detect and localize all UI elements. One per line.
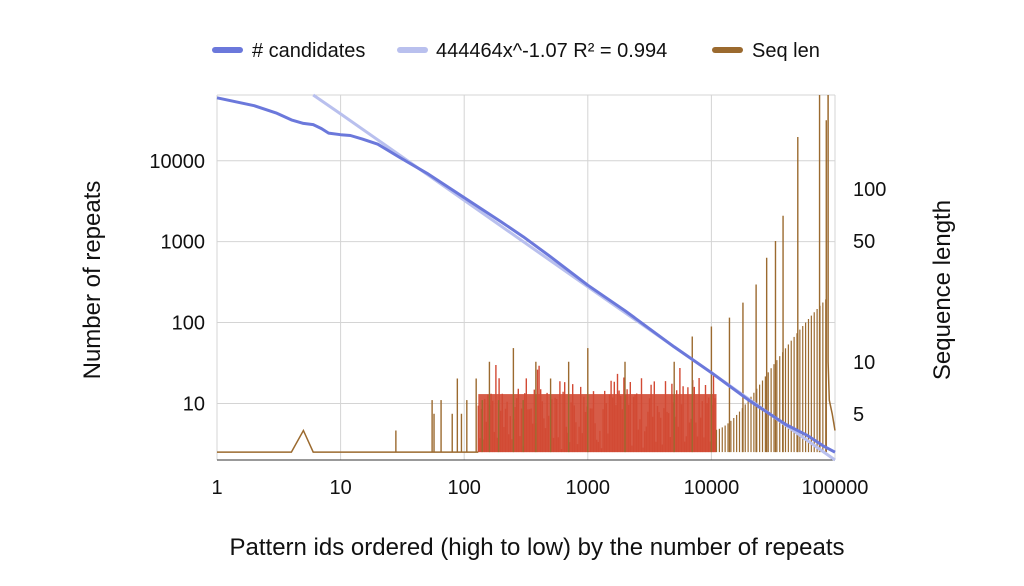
legend-label-seqlen: Seq len — [752, 40, 820, 62]
seq-len-baseline — [217, 428, 479, 453]
tick-labels: 1 10 100 1000 10000 100000 10 100 1000 10000 5 10 50… — [149, 151, 886, 499]
seq-len-tail — [827, 95, 836, 431]
y-axis-title: Number of repeats — [79, 181, 106, 380]
legend: # candidates 444464x^-1.07 R² = 0.994 Se… — [212, 40, 820, 62]
candidates-series — [216, 96, 836, 454]
series-layer — [216, 93, 836, 462]
seq-len-band-fill — [478, 394, 717, 453]
y2-axis-title: Sequence length — [929, 200, 956, 380]
y2-tick-label: 10 — [853, 352, 875, 374]
y-tick-label: 10 — [183, 393, 205, 415]
legend-label-candidates: # candidates — [252, 40, 365, 62]
y-tick-label: 1000 — [161, 232, 206, 254]
y2-tick-label: 5 — [853, 404, 864, 426]
x-tick-label: 10000 — [684, 477, 740, 499]
y2-tick-label: 100 — [853, 179, 886, 201]
legend-label-trendline: 444464x^-1.07 R² = 0.994 — [436, 40, 667, 62]
x-tick-label: 1000 — [566, 477, 611, 499]
x-tick-label: 100 — [448, 477, 481, 499]
x-tick-label: 1 — [211, 477, 222, 499]
y-tick-label: 100 — [172, 313, 205, 335]
y2-tick-label: 50 — [853, 231, 875, 253]
grid — [216, 94, 836, 461]
x-tick-label: 10 — [329, 477, 351, 499]
seq-len-dense-band — [477, 365, 717, 453]
x-axis-title: Pattern ids ordered (high to low) by the… — [230, 534, 845, 561]
y-tick-label: 10000 — [149, 151, 205, 173]
x-tick-label: 100000 — [802, 477, 869, 499]
